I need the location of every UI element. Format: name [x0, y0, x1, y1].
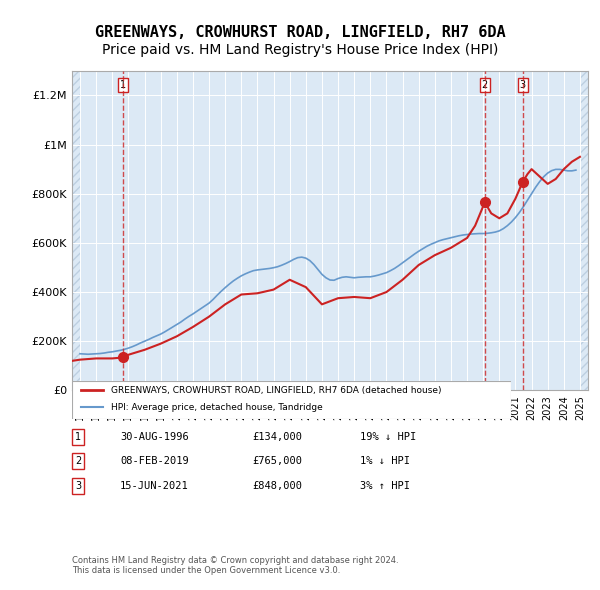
Text: 1% ↓ HPI: 1% ↓ HPI — [360, 457, 410, 466]
Text: 2: 2 — [75, 457, 81, 466]
Text: 3% ↑ HPI: 3% ↑ HPI — [360, 481, 410, 491]
Text: £848,000: £848,000 — [252, 481, 302, 491]
Text: Price paid vs. HM Land Registry's House Price Index (HPI): Price paid vs. HM Land Registry's House … — [102, 43, 498, 57]
Text: Contains HM Land Registry data © Crown copyright and database right 2024.
This d: Contains HM Land Registry data © Crown c… — [72, 556, 398, 575]
Text: 1: 1 — [75, 432, 81, 441]
Text: HPI: Average price, detached house, Tandridge: HPI: Average price, detached house, Tand… — [112, 403, 323, 412]
Polygon shape — [580, 71, 588, 391]
Bar — [72, 71, 80, 391]
FancyBboxPatch shape — [72, 381, 511, 419]
Text: 15-JUN-2021: 15-JUN-2021 — [120, 481, 189, 491]
Text: 1: 1 — [120, 80, 126, 90]
Text: GREENWAYS, CROWHURST ROAD, LINGFIELD, RH7 6DA: GREENWAYS, CROWHURST ROAD, LINGFIELD, RH… — [95, 25, 505, 40]
Text: £134,000: £134,000 — [252, 432, 302, 441]
Text: 3: 3 — [75, 481, 81, 491]
Text: 3: 3 — [520, 80, 526, 90]
Text: 2: 2 — [482, 80, 488, 90]
Text: 19% ↓ HPI: 19% ↓ HPI — [360, 432, 416, 441]
Text: 08-FEB-2019: 08-FEB-2019 — [120, 457, 189, 466]
Polygon shape — [72, 71, 80, 391]
Text: 30-AUG-1996: 30-AUG-1996 — [120, 432, 189, 441]
Text: £765,000: £765,000 — [252, 457, 302, 466]
Text: GREENWAYS, CROWHURST ROAD, LINGFIELD, RH7 6DA (detached house): GREENWAYS, CROWHURST ROAD, LINGFIELD, RH… — [112, 386, 442, 395]
